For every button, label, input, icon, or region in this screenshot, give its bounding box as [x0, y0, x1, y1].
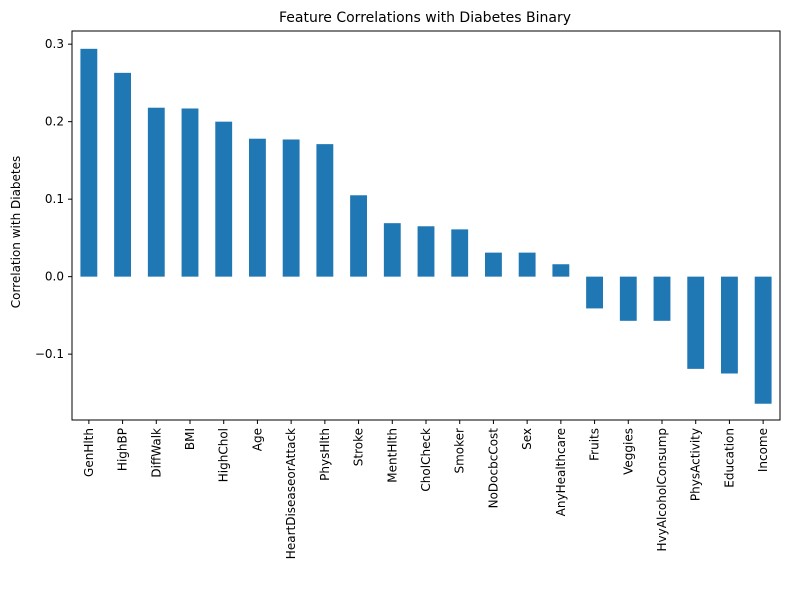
x-tick-label: MentHlth: [385, 428, 399, 483]
bar-AnyHealthcare: [552, 264, 570, 277]
bar-Income: [754, 276, 772, 404]
x-tick-label: Smoker: [453, 428, 467, 474]
y-tick-label: 0.3: [45, 37, 64, 51]
y-axis-label: Correlation with Diabetes: [9, 156, 23, 309]
bar-BMI: [181, 108, 199, 277]
y-tick-label: 0.2: [45, 115, 64, 129]
x-tick-label: Education: [722, 428, 736, 488]
bar-Stroke: [350, 195, 367, 277]
bar-Age: [249, 138, 266, 277]
x-tick-label: CholCheck: [419, 428, 433, 492]
bar-NoDocbcCost: [485, 252, 502, 277]
chart-title: Feature Correlations with Diabetes Binar…: [279, 10, 571, 26]
x-ticks-group: GenHlth HighBP DiffWalk BMI HighChol Age Heart…: [82, 420, 770, 559]
y-tick-label: 0.0: [45, 270, 64, 284]
x-tick-label: Income: [756, 428, 770, 472]
y-tick-label: −0.1: [35, 347, 64, 361]
x-tick-label: Sex: [520, 428, 534, 450]
x-tick-label: HighChol: [217, 428, 231, 482]
bar-Veggies: [619, 276, 637, 321]
x-tick-label: HighBP: [116, 428, 130, 471]
bar-DiffWalk: [147, 107, 165, 277]
bar-Sex: [518, 252, 536, 277]
bar-Fruits: [586, 276, 603, 309]
x-tick-label: PhysHlth: [318, 428, 332, 481]
x-tick-label: PhysActivity: [689, 428, 703, 501]
y-tick-label: 0.1: [45, 192, 64, 206]
x-tick-label: Stroke: [352, 428, 366, 466]
x-tick-label: Age: [250, 428, 264, 451]
x-tick-label: HvyAlcoholConsump: [655, 428, 669, 551]
bar-HighChol: [215, 121, 233, 277]
x-tick-label: Fruits: [588, 428, 602, 461]
y-ticks-group: −0.1 0.0 0.1 0.2 0.3: [35, 37, 72, 361]
x-tick-label: GenHlth: [82, 428, 96, 477]
bar-HvyAlcoholConsump: [653, 276, 671, 321]
x-tick-label: Veggies: [621, 428, 635, 475]
bar-MentHlth: [383, 223, 401, 277]
bar-HighBP: [114, 72, 131, 277]
x-tick-label: BMI: [183, 428, 197, 450]
bar-HeartDiseaseorAttack: [282, 139, 300, 277]
x-tick-label: AnyHealthcare: [554, 428, 568, 516]
bar-CholCheck: [417, 226, 435, 277]
bar-Smoker: [451, 229, 469, 277]
plot-frame: [71, 30, 781, 421]
bar-PhysActivity: [687, 276, 705, 369]
x-tick-label: HeartDiseaseorAttack: [284, 428, 298, 559]
bars-group: [80, 48, 772, 404]
x-tick-label: DiffWalk: [149, 428, 163, 478]
bar-PhysHlth: [316, 144, 334, 277]
bar-GenHlth: [80, 48, 98, 277]
bar-Education: [721, 276, 738, 374]
x-tick-label: NoDocbcCost: [486, 428, 500, 509]
